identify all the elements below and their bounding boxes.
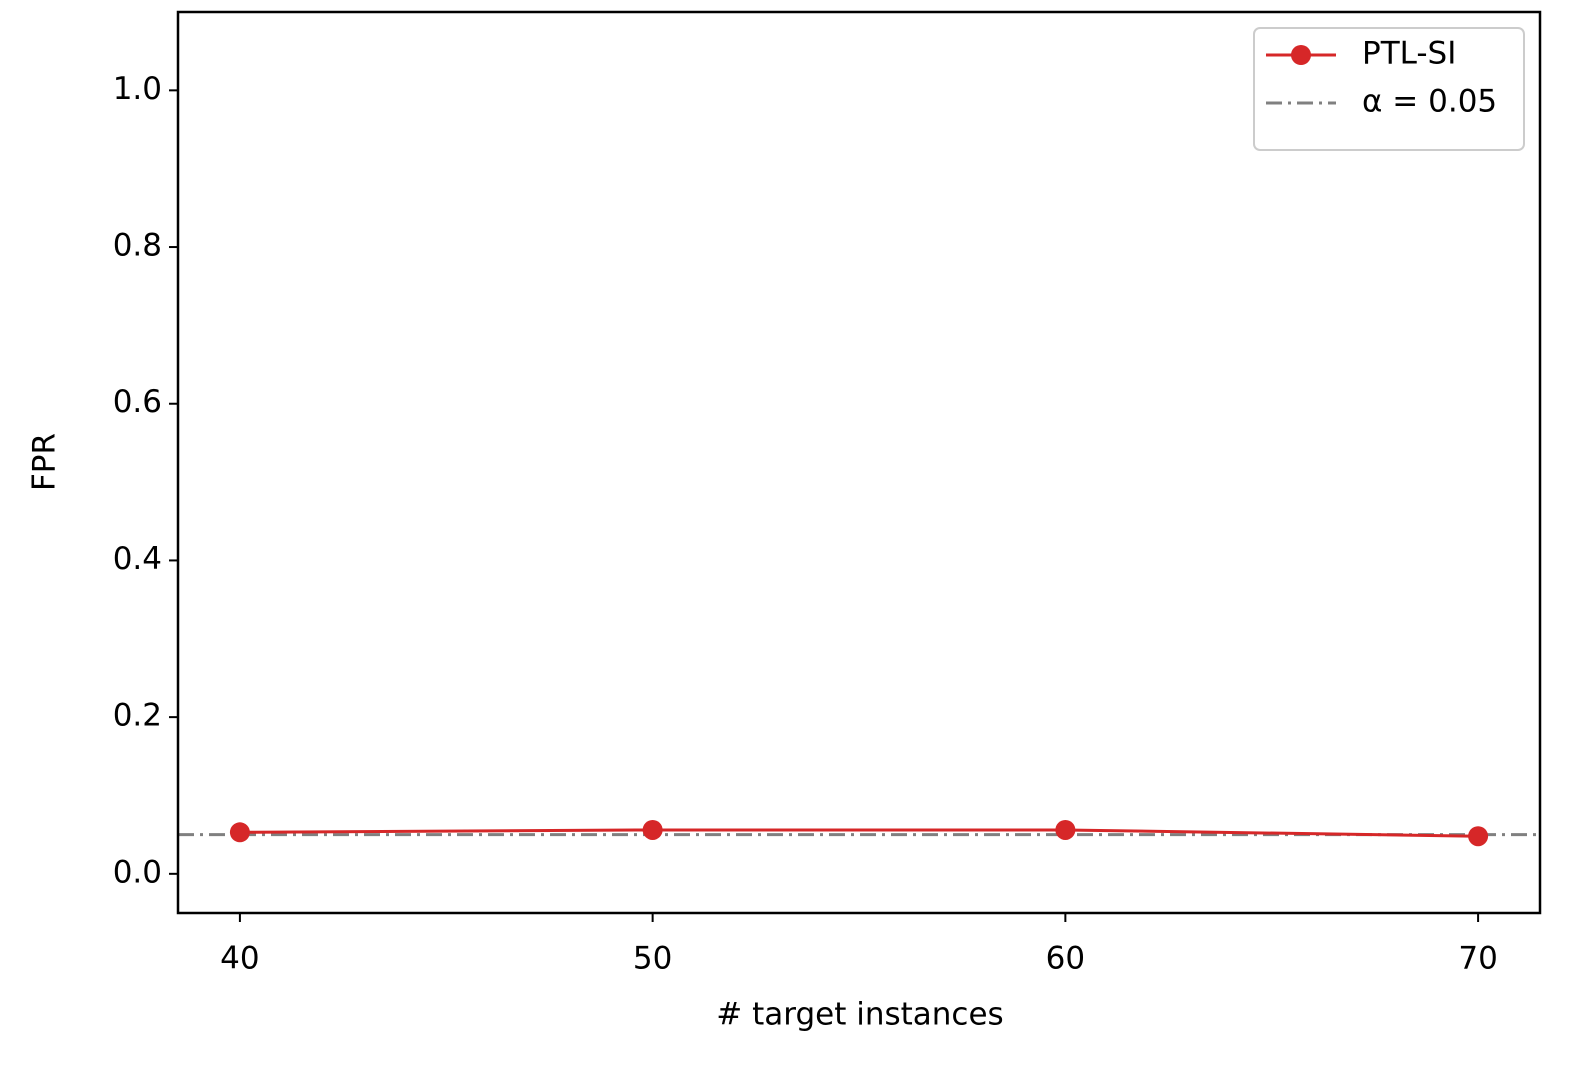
plot-frame bbox=[176, 10, 1542, 915]
x-tick-label: 50 bbox=[633, 941, 672, 977]
legend-label: PTL-SI bbox=[1362, 36, 1456, 72]
y-tick-label: 0.0 bbox=[113, 854, 162, 890]
y-tick-label: 0.8 bbox=[113, 228, 162, 264]
y-tick-label: 0.6 bbox=[113, 384, 162, 420]
marker bbox=[642, 819, 663, 840]
y-axis-label: FPR bbox=[27, 433, 63, 491]
y-tick-label: 1.0 bbox=[113, 71, 162, 107]
x-axis-label: # target instances bbox=[716, 997, 1003, 1033]
series-line bbox=[239, 828, 1479, 838]
x-tick-label: 70 bbox=[1458, 941, 1497, 977]
x-tick-label: 60 bbox=[1046, 941, 1085, 977]
legend-box bbox=[1253, 27, 1525, 151]
legend-marker bbox=[1291, 45, 1311, 65]
marker bbox=[1468, 826, 1489, 847]
marker bbox=[1055, 819, 1076, 840]
legend-label: α = 0.05 bbox=[1362, 84, 1497, 120]
y-tick-label: 0.2 bbox=[113, 698, 162, 734]
x-tick-label: 40 bbox=[220, 941, 259, 977]
y-tick-label: 0.4 bbox=[113, 541, 162, 577]
marker bbox=[229, 822, 250, 843]
